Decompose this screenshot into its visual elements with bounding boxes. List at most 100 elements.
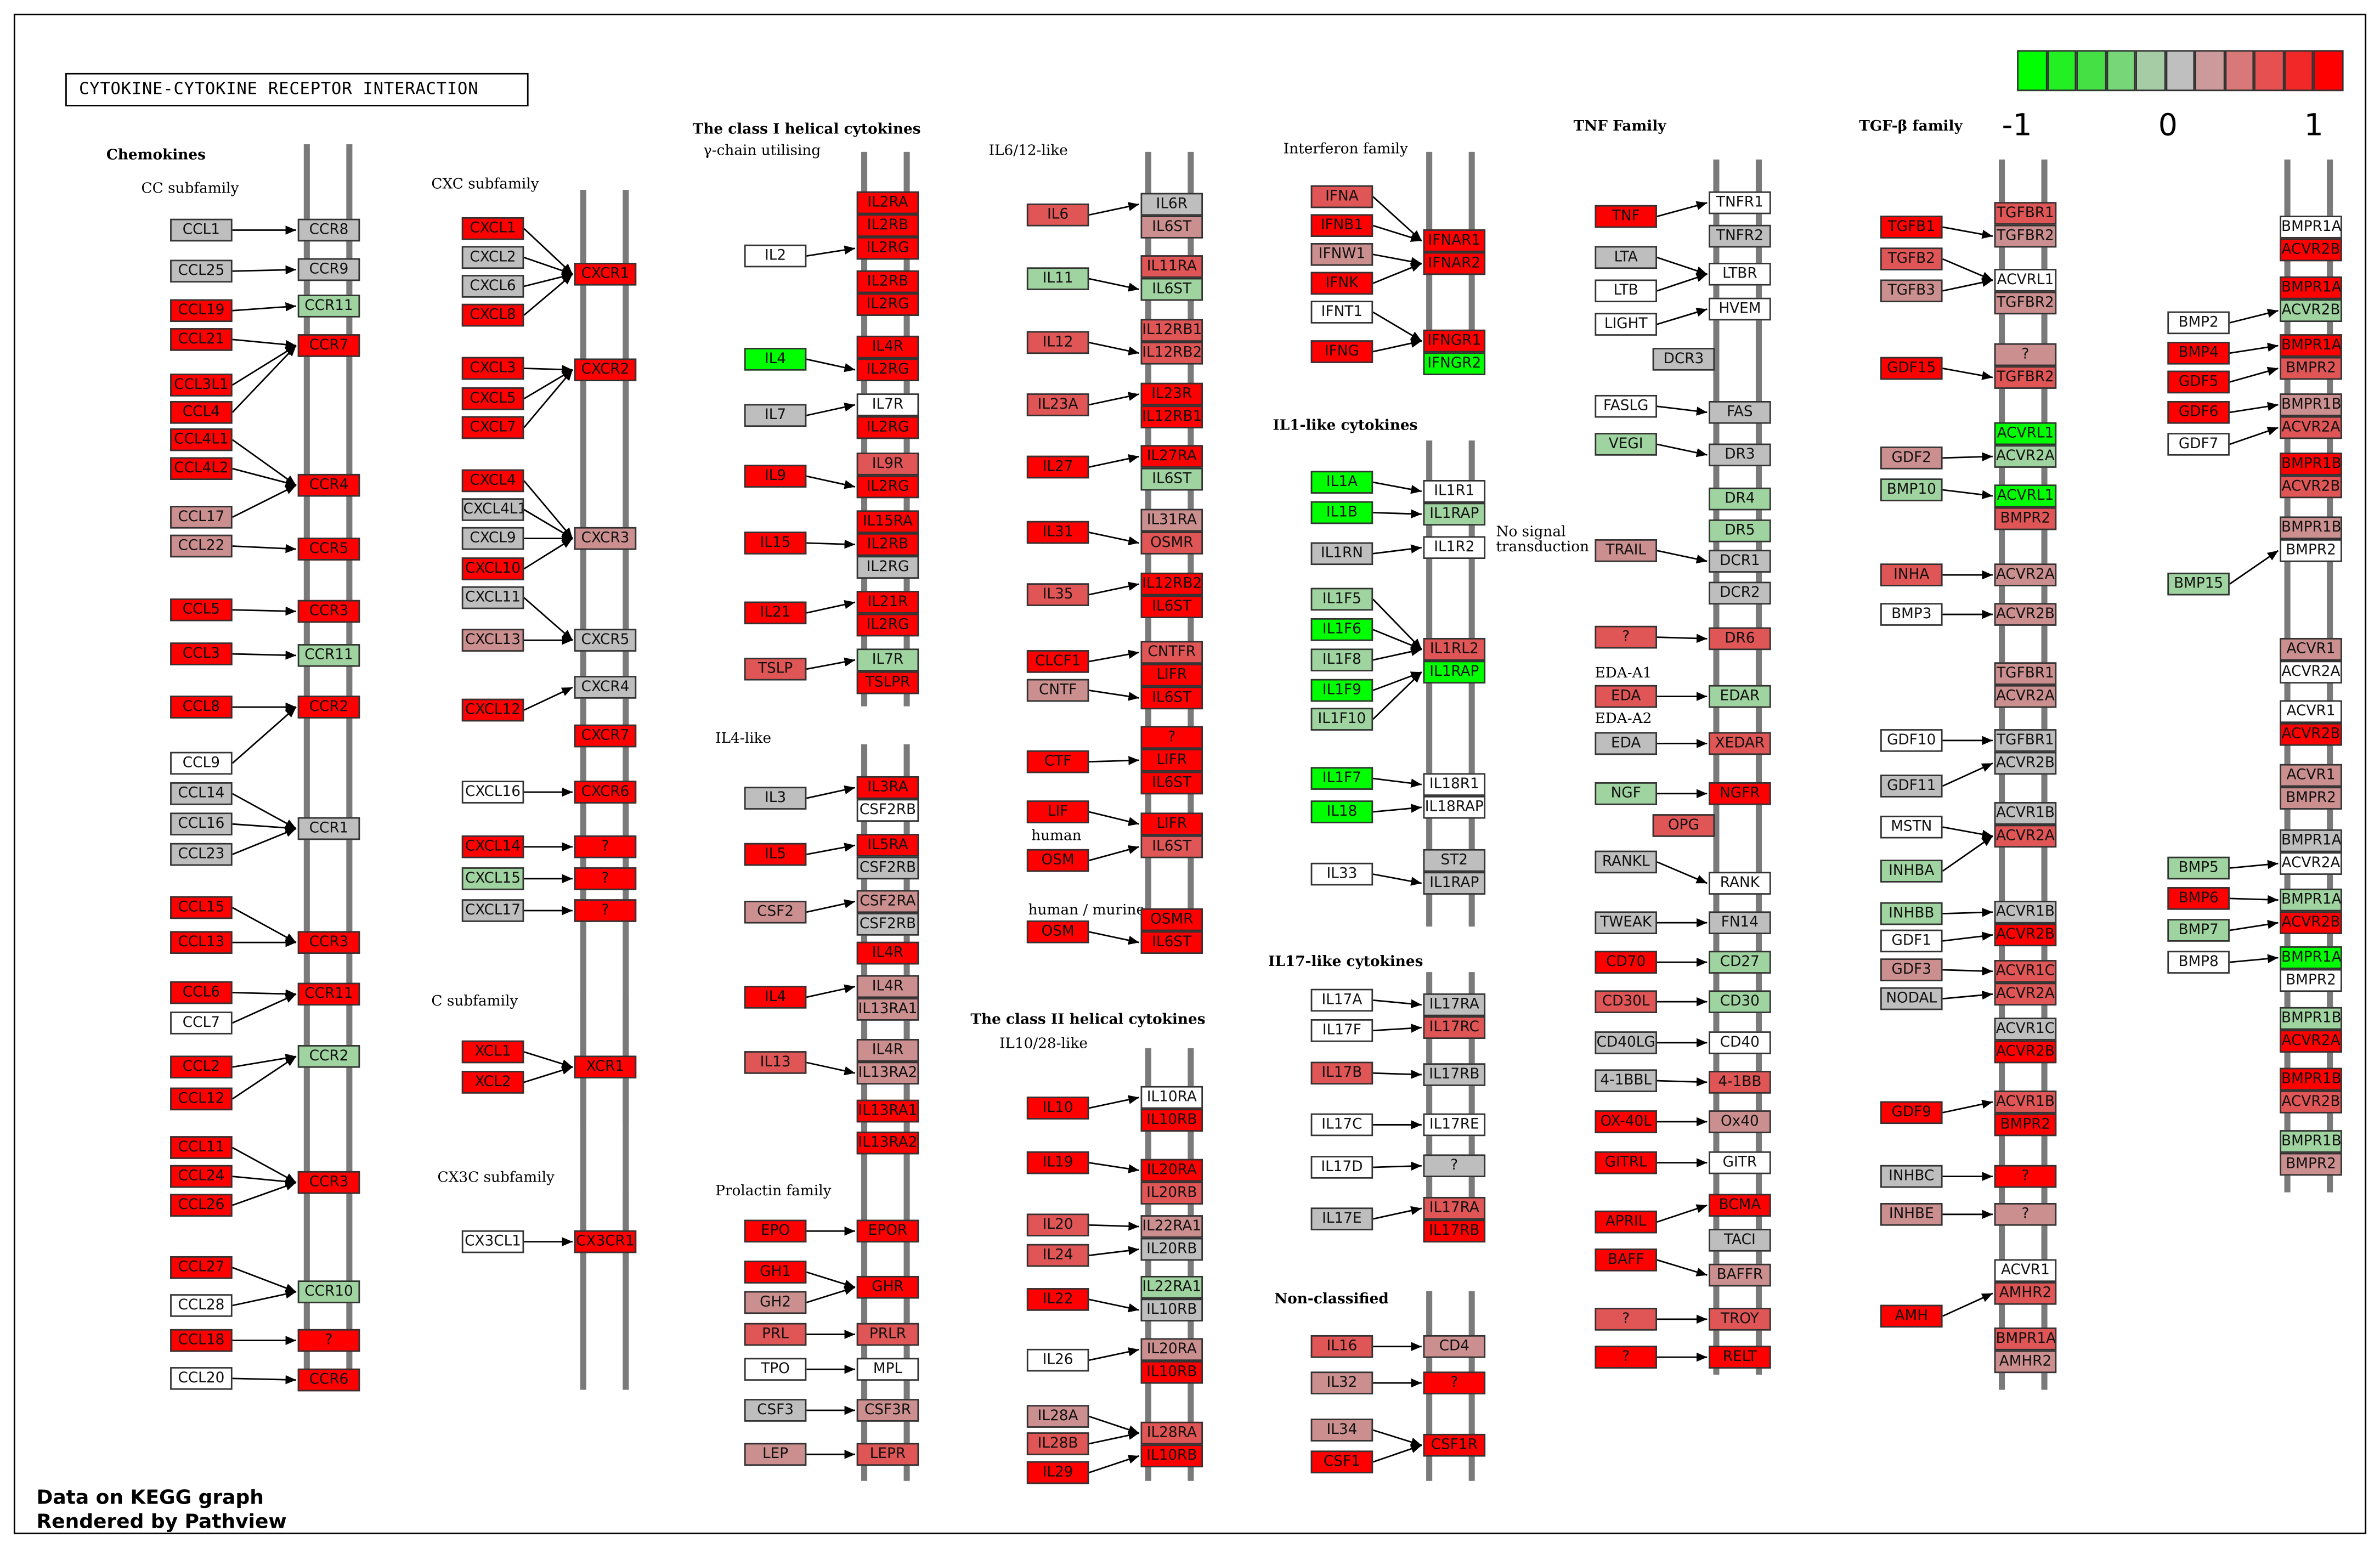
gene-node[interactable]: IL33 <box>1310 862 1373 886</box>
gene-node[interactable]: CCL12 <box>170 1087 233 1111</box>
gene-node[interactable]: IL2RB <box>856 533 919 556</box>
gene-node[interactable]: IL17F <box>1310 1019 1373 1042</box>
gene-node[interactable]: IL12RB1 <box>1140 319 1203 342</box>
gene-node[interactable]: IL1RAP <box>1423 660 1486 684</box>
gene-node[interactable]: CXCL12 <box>461 698 524 722</box>
gene-node[interactable]: GDF1 <box>1880 929 1943 953</box>
gene-node[interactable]: IFNGR1 <box>1423 329 1486 353</box>
gene-node[interactable]: CTF <box>1026 750 1089 773</box>
gene-node[interactable]: CCR3 <box>297 931 360 954</box>
gene-node[interactable]: ACVR2A <box>2280 852 2342 875</box>
gene-node[interactable]: IL20RA <box>1140 1338 1203 1361</box>
gene-node[interactable]: TPO <box>744 1358 807 1381</box>
gene-node[interactable]: IL10RB <box>1140 1361 1203 1384</box>
gene-node[interactable]: IL4R <box>856 941 919 965</box>
gene-node[interactable]: TACI <box>1709 1229 1771 1252</box>
gene-node[interactable]: GDF7 <box>2167 433 2230 456</box>
gene-node[interactable]: NODAL <box>1880 987 1943 1010</box>
gene-node[interactable]: CXCR3 <box>574 527 637 550</box>
gene-node[interactable]: IL10RB <box>1140 1298 1203 1322</box>
gene-node[interactable]: CCL19 <box>170 299 233 323</box>
gene-node[interactable]: IL7R <box>856 648 919 671</box>
gene-node[interactable]: ACVR2B <box>2280 238 2342 262</box>
gene-node[interactable]: IL2RG <box>856 416 919 439</box>
gene-node[interactable]: IL7R <box>856 393 919 416</box>
gene-node[interactable]: IL19 <box>1026 1151 1089 1174</box>
gene-node[interactable]: ? <box>1595 625 1657 649</box>
gene-node[interactable]: BMP8 <box>2167 951 2230 974</box>
gene-node[interactable]: DR3 <box>1709 443 1771 467</box>
gene-node[interactable]: IL7 <box>744 404 807 427</box>
gene-node[interactable]: IL4R <box>856 335 919 359</box>
gene-node[interactable]: BMPR1B <box>2280 453 2342 476</box>
gene-node[interactable]: XEDAR <box>1709 732 1771 755</box>
gene-node[interactable]: CXCL3 <box>461 357 524 380</box>
gene-node[interactable]: IL12RB2 <box>1140 572 1203 596</box>
gene-node[interactable]: IL6ST <box>1140 771 1203 795</box>
gene-node[interactable]: IL1RAP <box>1423 872 1486 895</box>
gene-node[interactable]: IL3 <box>744 787 807 810</box>
gene-node[interactable]: CCR11 <box>297 644 360 667</box>
gene-node[interactable]: IL31RA <box>1140 509 1203 532</box>
gene-node[interactable]: ? <box>1140 726 1203 749</box>
gene-node[interactable]: CLCF1 <box>1026 650 1089 673</box>
gene-node[interactable]: IL5RA <box>856 834 919 857</box>
gene-node[interactable]: IL1F6 <box>1310 618 1373 641</box>
gene-node[interactable]: IL28B <box>1026 1432 1089 1455</box>
gene-node[interactable]: IL2RG <box>856 293 919 316</box>
gene-node[interactable]: DR5 <box>1709 519 1771 543</box>
gene-node[interactable]: IL10RA <box>1140 1086 1203 1109</box>
gene-node[interactable]: BMPR2 <box>2280 539 2342 562</box>
gene-node[interactable]: IL1F9 <box>1310 679 1373 702</box>
gene-node[interactable]: BMPR1A <box>1994 1327 2057 1351</box>
gene-node[interactable]: MPL <box>856 1358 919 1381</box>
gene-node[interactable]: EDAR <box>1709 685 1771 708</box>
gene-node[interactable]: INHBB <box>1880 902 1943 925</box>
gene-node[interactable]: IL17D <box>1310 1156 1373 1179</box>
gene-node[interactable]: TGFBR2 <box>1994 366 2057 389</box>
gene-node[interactable]: IL20RA <box>1140 1159 1203 1182</box>
gene-node[interactable]: IL23A <box>1026 393 1089 416</box>
gene-node[interactable]: IL13RA1 <box>856 1099 919 1123</box>
gene-node[interactable]: IL20 <box>1026 1213 1089 1236</box>
gene-node[interactable]: IL6ST <box>1140 278 1203 301</box>
gene-node[interactable]: IL20RB <box>1140 1238 1203 1261</box>
gene-node[interactable]: BMP5 <box>2167 856 2230 880</box>
gene-node[interactable]: TNFR1 <box>1709 191 1771 214</box>
gene-node[interactable]: IFNAR1 <box>1423 229 1486 252</box>
gene-node[interactable]: CCL24 <box>170 1165 233 1188</box>
gene-node[interactable]: CCL21 <box>170 328 233 351</box>
gene-node[interactable]: IFNW1 <box>1310 243 1373 266</box>
gene-node[interactable]: CCR9 <box>297 258 360 281</box>
gene-node[interactable]: LIF <box>1026 800 1089 823</box>
gene-node[interactable]: ? <box>1423 1371 1486 1394</box>
gene-node[interactable]: GDF3 <box>1880 958 1943 981</box>
gene-node[interactable]: CCR4 <box>297 473 360 497</box>
gene-node[interactable]: IL1A <box>1310 471 1373 494</box>
gene-node[interactable]: ACVR1B <box>1994 901 2057 924</box>
gene-node[interactable]: CSF1R <box>1423 1433 1486 1457</box>
gene-node[interactable]: IL6ST <box>1140 931 1203 954</box>
gene-node[interactable]: CXCL9 <box>461 527 524 550</box>
gene-node[interactable]: IL10 <box>1026 1097 1089 1120</box>
gene-node[interactable]: BMP15 <box>2167 572 2230 596</box>
gene-node[interactable]: CCL23 <box>170 843 233 866</box>
gene-node[interactable]: IL29 <box>1026 1461 1089 1484</box>
gene-node[interactable]: EPO <box>744 1219 807 1243</box>
gene-node[interactable]: IL28A <box>1026 1405 1089 1428</box>
gene-node[interactable]: ? <box>1595 1308 1657 1331</box>
gene-node[interactable]: IL6ST <box>1140 216 1203 239</box>
gene-node[interactable]: CCR5 <box>297 538 360 561</box>
gene-node[interactable]: CSF2RB <box>856 799 919 822</box>
gene-node[interactable]: IL2RA <box>856 191 919 214</box>
gene-node[interactable]: ACVR2A <box>2280 1030 2342 1053</box>
gene-node[interactable]: Ox40 <box>1709 1110 1771 1133</box>
gene-node[interactable]: OSM <box>1026 920 1089 944</box>
gene-node[interactable]: CCL16 <box>170 812 233 835</box>
gene-node[interactable]: IL1F7 <box>1310 767 1373 790</box>
gene-node[interactable]: IL2RB <box>856 270 919 293</box>
gene-node[interactable]: CCR2 <box>297 1045 360 1068</box>
gene-node[interactable]: CSF2RB <box>856 913 919 936</box>
gene-node[interactable]: IL6ST <box>1140 835 1203 858</box>
gene-node[interactable]: BMPR1B <box>2280 1130 2342 1153</box>
